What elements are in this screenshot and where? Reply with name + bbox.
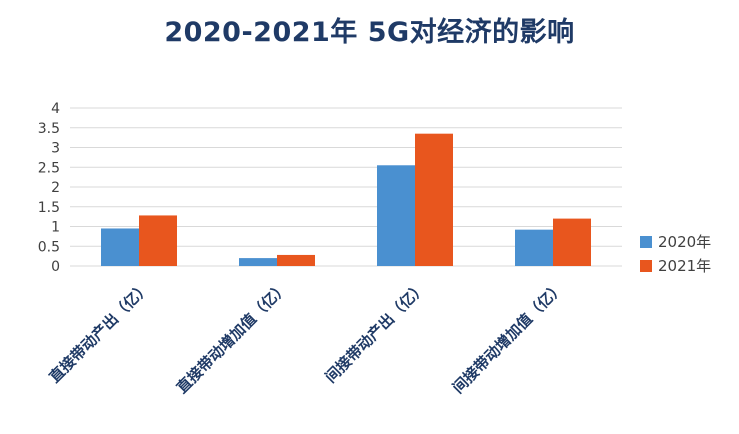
y-tick-label: 2 [51, 180, 60, 196]
y-tick-label: 0.5 [38, 239, 60, 255]
bar-2021年-1 [277, 254, 315, 266]
x-category-label: 间接带动增加值（亿） [449, 278, 568, 397]
x-category-label: 直接带动产出（亿） [46, 278, 154, 386]
bar-2021年-2 [415, 133, 453, 266]
bar-2020年-2 [377, 165, 415, 266]
legend: 2020年 2021年 [640, 233, 711, 275]
y-tick-label: 1 [51, 220, 60, 236]
legend-swatch [640, 260, 652, 272]
bar-2020年-3 [515, 229, 553, 266]
y-tick-label: 1.5 [38, 200, 60, 216]
y-tick-label: 0 [51, 259, 60, 275]
chart-title: 2020-2021年 5G对经济的影响 [164, 17, 575, 48]
y-tick-label: 3.5 [38, 121, 60, 137]
y-tick-label: 2.5 [38, 160, 60, 176]
y-axis-ticks: 0 0.5 1 1.5 2 2.5 3 3.5 4 [38, 101, 60, 275]
bar-2021年-0 [139, 215, 177, 266]
y-tick-label: 4 [51, 101, 60, 117]
x-category-label: 直接带动增加值（亿） [173, 278, 292, 397]
bars [101, 133, 591, 266]
x-axis-labels: 直接带动产出（亿） 直接带动增加值（亿） 间接带动产出（亿） 间接带动增加值（亿） [46, 278, 568, 397]
legend-swatch [640, 236, 652, 248]
x-category-label: 间接带动产出（亿） [322, 278, 430, 386]
bar-2021年-3 [553, 218, 591, 266]
legend-label: 2021年 [658, 257, 711, 275]
legend-label: 2020年 [658, 233, 711, 251]
y-tick-label: 3 [51, 141, 60, 157]
bar-2020年-0 [101, 228, 139, 266]
bar-2020年-1 [239, 258, 277, 266]
